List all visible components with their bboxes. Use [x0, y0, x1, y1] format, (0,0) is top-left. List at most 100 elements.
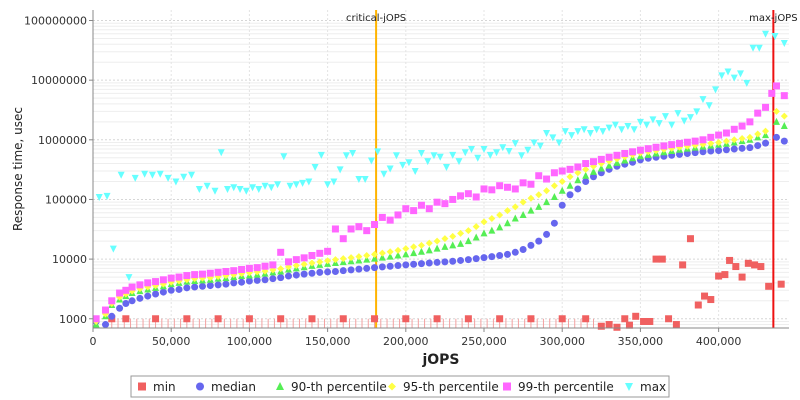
data-point: [292, 271, 300, 279]
data-point: [214, 315, 222, 323]
data-point: [316, 268, 324, 276]
data-point: [535, 172, 543, 180]
data-point: [386, 262, 394, 270]
data-point: [203, 182, 211, 190]
x-tick-label: 50,000: [152, 335, 191, 348]
data-point: [253, 276, 261, 284]
data-point: [543, 187, 551, 195]
data-point: [374, 148, 382, 156]
data-point: [292, 181, 300, 189]
data-point: [574, 128, 582, 136]
data-point: [159, 288, 167, 296]
data-point: [738, 135, 746, 143]
legend: min median 90-th percentile 95-th percentil…: [130, 375, 670, 398]
data-point: [399, 161, 407, 169]
data-point: [680, 117, 688, 125]
data-point: [694, 301, 702, 309]
data-point: [371, 221, 379, 229]
data-point: [582, 315, 590, 323]
data-point: [417, 260, 425, 268]
data-point: [292, 256, 300, 264]
data-point: [511, 203, 519, 211]
data-point: [222, 280, 230, 288]
data-point: [730, 125, 738, 133]
data-point: [754, 142, 762, 150]
data-point: [527, 315, 535, 323]
data-point: [457, 192, 465, 200]
data-point: [686, 235, 694, 243]
data-point: [674, 110, 682, 118]
data-point: [771, 32, 779, 40]
data-point: [746, 118, 754, 126]
data-point: [555, 139, 563, 147]
data-point: [699, 136, 707, 144]
data-point: [214, 281, 222, 289]
data-point: [618, 126, 626, 134]
data-point: [574, 176, 582, 184]
data-point: [405, 159, 413, 167]
data-point: [433, 198, 441, 206]
data-point: [754, 109, 762, 117]
data-point: [433, 315, 441, 323]
data-point: [214, 268, 222, 276]
data-point: [550, 169, 558, 177]
data-point: [636, 146, 644, 154]
data-point: [361, 176, 369, 184]
data-point: [277, 274, 285, 282]
data-point: [211, 187, 219, 195]
legend-label: 99-th percentile: [518, 380, 614, 394]
data-point: [652, 143, 660, 151]
data-point: [277, 315, 285, 323]
data-point: [347, 254, 355, 262]
data-point: [349, 150, 357, 158]
data-point: [582, 178, 590, 186]
data-point: [206, 282, 214, 290]
data-point: [744, 259, 752, 267]
data-point: [324, 181, 332, 189]
data-point: [305, 178, 313, 186]
data-point: [116, 304, 124, 312]
data-point: [496, 211, 504, 219]
data-point: [649, 116, 657, 124]
data-point: [355, 253, 363, 261]
data-point: [136, 294, 144, 302]
data-point: [496, 315, 504, 323]
data-point: [436, 153, 444, 161]
data-point: [311, 164, 319, 172]
data-point: [737, 70, 745, 78]
data-point: [672, 321, 680, 329]
data-point: [109, 245, 117, 253]
data-point: [128, 297, 136, 305]
data-point: [102, 321, 110, 329]
data-point: [496, 223, 504, 231]
data-point: [172, 178, 180, 186]
data-point: [108, 297, 116, 305]
data-point: [449, 151, 457, 159]
x-tick-label: 300,000: [539, 335, 585, 348]
data-point: [629, 148, 637, 156]
data-point: [768, 89, 776, 97]
data-point: [402, 261, 410, 269]
data-point: [236, 185, 244, 193]
data-point: [496, 251, 504, 259]
data-point: [316, 258, 324, 266]
data-point: [102, 306, 110, 314]
data-point: [324, 247, 332, 255]
data-point: [722, 146, 730, 154]
legend-item: 90-th percentile: [276, 380, 387, 394]
data-point: [772, 82, 780, 90]
data-point: [493, 149, 501, 157]
series-max: [95, 30, 788, 282]
data-point: [511, 214, 519, 222]
data-point: [707, 133, 715, 141]
data-point: [715, 131, 723, 139]
data-point: [286, 182, 294, 190]
marker-label: max-jOPS: [749, 13, 797, 24]
data-point: [461, 149, 469, 157]
legend-item: max: [625, 380, 666, 394]
data-point: [660, 142, 668, 150]
data-point: [455, 158, 463, 166]
data-point: [730, 145, 738, 153]
data-point: [589, 158, 597, 166]
data-point: [355, 176, 363, 184]
